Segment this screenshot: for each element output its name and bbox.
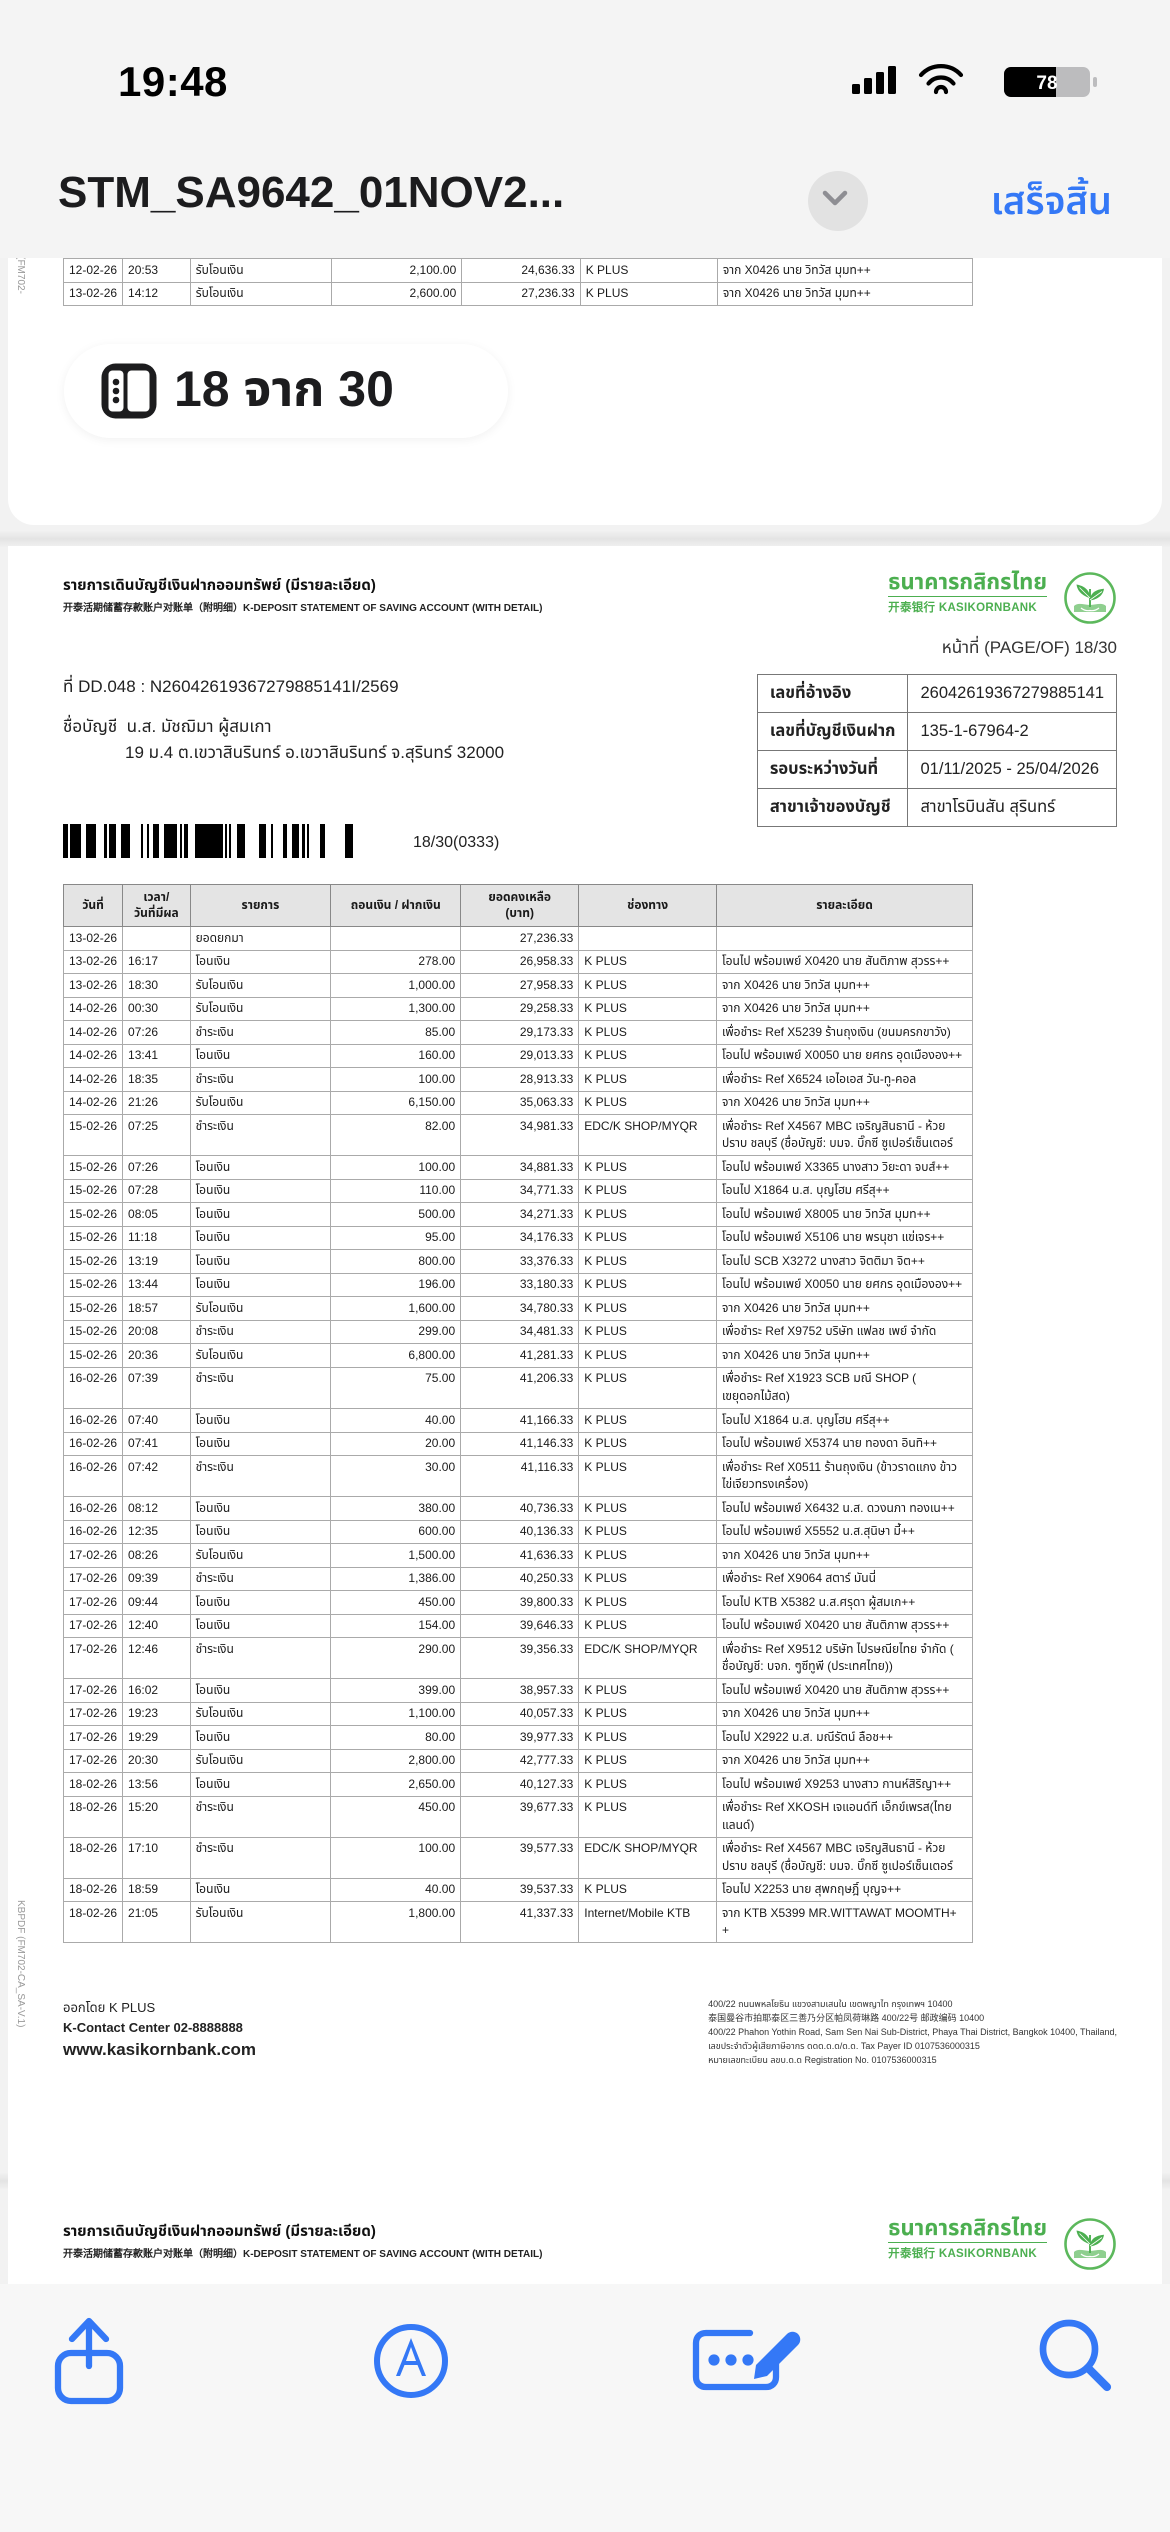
svg-text:78: 78 <box>1036 73 1057 94</box>
